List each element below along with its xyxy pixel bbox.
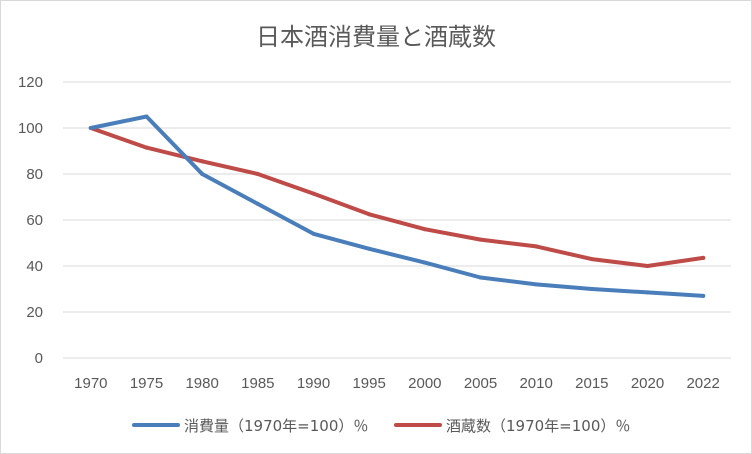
- x-tick-label: 2022: [686, 375, 719, 392]
- data-point: [645, 290, 650, 295]
- data-point: [589, 287, 594, 291]
- x-tick-label: 2015: [575, 375, 608, 392]
- data-point: [478, 275, 483, 280]
- x-tick-label: 2000: [408, 375, 441, 392]
- x-tick-label: 2005: [464, 375, 497, 392]
- x-tick-label: 1975: [130, 375, 163, 392]
- data-point: [255, 172, 260, 176]
- y-axis-tick-labels: 0 20 40 60 80 100 120: [18, 74, 43, 367]
- gridlines: [63, 81, 731, 359]
- data-point: [701, 255, 706, 260]
- data-point: [422, 260, 427, 265]
- legend: 消費量（1970年=100）％ 酒蔵数（1970年=100）％: [132, 417, 630, 435]
- legend-label: 消費量（1970年=100）％: [184, 417, 368, 435]
- data-point: [589, 257, 594, 262]
- data-point: [478, 237, 483, 242]
- data-point: [88, 126, 93, 130]
- y-tick-label: 120: [18, 74, 43, 91]
- chart-title: 日本酒消費量と酒蔵数: [256, 23, 496, 51]
- x-tick-label: 1990: [297, 375, 330, 392]
- data-point: [144, 114, 149, 119]
- y-tick-label: 60: [26, 212, 43, 229]
- data-point: [367, 246, 372, 251]
- legend-label: 酒蔵数（1970年=100）％: [446, 417, 630, 435]
- x-tick-label: 2020: [631, 375, 664, 392]
- x-axis-tick-labels: 1970 1975 1980 1985 1990 1995 2000 2005 2010 2015…: [74, 375, 720, 392]
- x-tick-label: 1995: [352, 375, 385, 392]
- data-point: [534, 282, 539, 287]
- y-tick-label: 20: [26, 304, 43, 321]
- data-point: [311, 231, 316, 236]
- y-tick-label: 100: [18, 120, 43, 137]
- data-point: [200, 159, 205, 164]
- data-point: [200, 172, 205, 176]
- x-tick-label: 2010: [519, 375, 552, 392]
- data-point: [701, 293, 706, 298]
- y-tick-label: 40: [26, 258, 43, 275]
- data-point: [255, 201, 260, 206]
- data-point: [144, 145, 149, 150]
- data-point: [367, 212, 372, 217]
- x-tick-label: 1985: [241, 375, 274, 392]
- y-tick-label: 80: [26, 166, 43, 183]
- series-line-2: [88, 126, 706, 268]
- y-tick-label: 0: [35, 350, 43, 367]
- series-line-1: [88, 114, 706, 298]
- data-series: [88, 114, 706, 298]
- data-point: [645, 264, 650, 268]
- data-point: [311, 191, 316, 196]
- x-tick-label: 1970: [74, 375, 107, 392]
- data-point: [534, 244, 539, 249]
- x-tick-label: 1980: [185, 375, 218, 392]
- data-point: [422, 227, 427, 232]
